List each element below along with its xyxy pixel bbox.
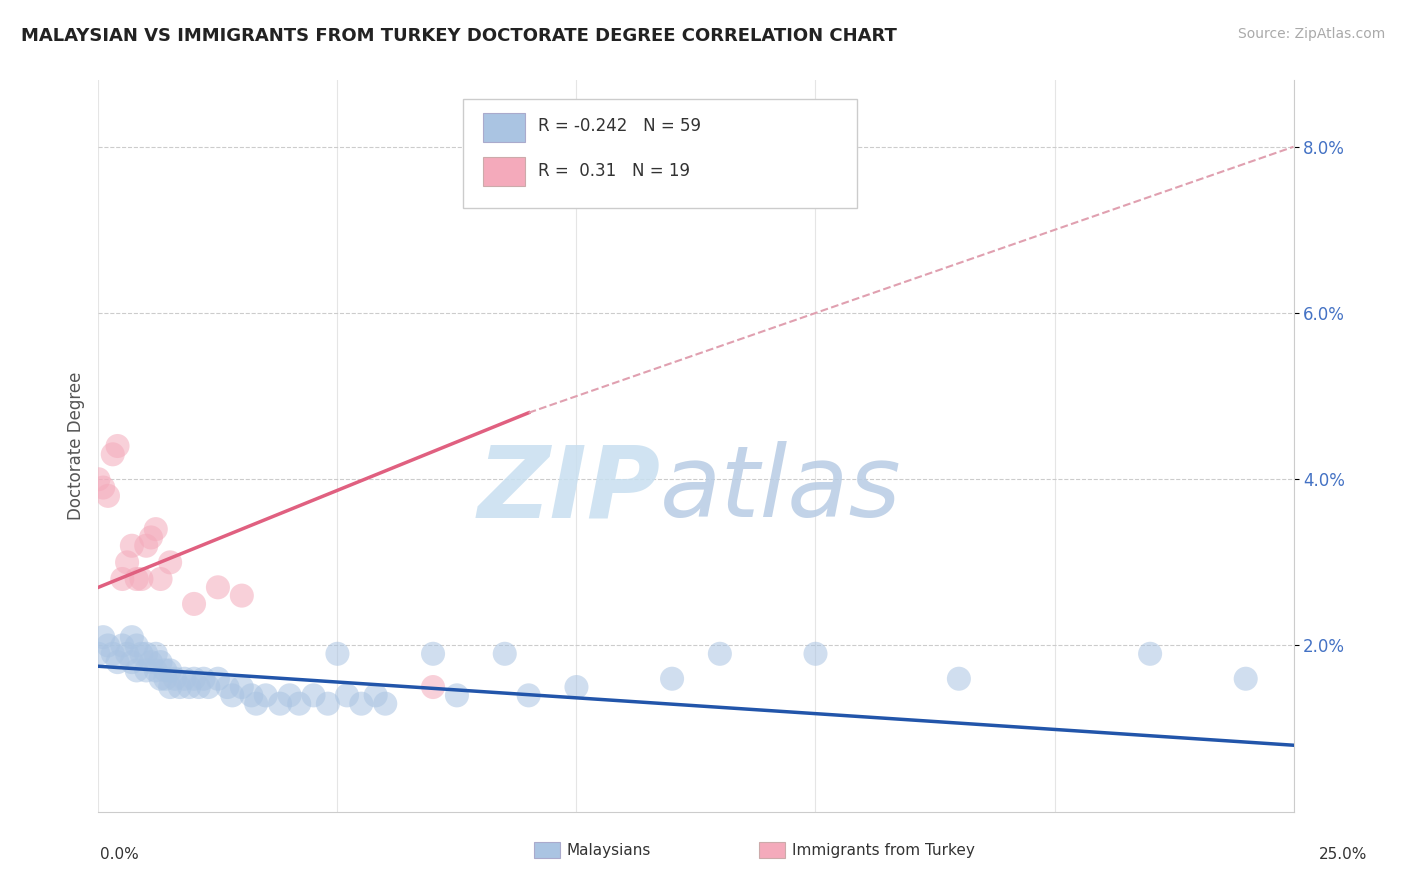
Point [155, 664, 177, 678]
Point [709, 647, 731, 661]
Point [87, 647, 110, 661]
Point [193, 672, 215, 686]
Point [125, 664, 148, 678]
Point [446, 689, 468, 703]
Point [217, 680, 239, 694]
Point [125, 572, 148, 586]
Point [661, 672, 683, 686]
Point [197, 680, 219, 694]
Point [179, 680, 201, 694]
Point [245, 697, 267, 711]
Point [97, 489, 120, 503]
Point [145, 522, 167, 536]
Bar [484, 113, 524, 143]
Point [115, 647, 138, 661]
Point [565, 680, 588, 694]
Point [111, 572, 134, 586]
Point [149, 572, 172, 586]
Point [183, 672, 205, 686]
Point [221, 689, 243, 703]
Point [97, 639, 120, 653]
Point [87, 472, 110, 486]
Point [183, 597, 205, 611]
Point [288, 697, 311, 711]
Point [121, 655, 143, 669]
Point [231, 680, 253, 694]
Text: Source: ZipAtlas.com: Source: ZipAtlas.com [1237, 27, 1385, 41]
Point [316, 697, 339, 711]
Point [125, 639, 148, 653]
Point [269, 697, 291, 711]
Text: 25.0%: 25.0% [1319, 847, 1367, 862]
Text: MALAYSIAN VS IMMIGRANTS FROM TURKEY DOCTORATE DEGREE CORRELATION CHART: MALAYSIAN VS IMMIGRANTS FROM TURKEY DOCT… [21, 27, 897, 45]
Point [139, 530, 162, 544]
Point [159, 664, 181, 678]
Y-axis label: Doctorate Degree: Doctorate Degree [66, 372, 84, 520]
Point [326, 647, 349, 661]
Point [207, 580, 229, 594]
Point [131, 647, 153, 661]
Point [207, 672, 229, 686]
Point [91, 630, 114, 644]
Point [149, 655, 172, 669]
Point [159, 680, 181, 694]
Point [115, 555, 138, 569]
Point [494, 647, 516, 661]
Point [135, 664, 157, 678]
Point [422, 647, 444, 661]
Bar [484, 157, 524, 186]
Point [948, 672, 970, 686]
Point [139, 655, 162, 669]
Point [111, 639, 134, 653]
Text: R = -0.242   N = 59: R = -0.242 N = 59 [538, 118, 702, 136]
FancyBboxPatch shape [463, 99, 858, 209]
Point [149, 672, 172, 686]
Point [804, 647, 827, 661]
Point [517, 689, 540, 703]
Point [231, 589, 253, 603]
Text: Malaysians: Malaysians [567, 843, 651, 857]
Text: Immigrants from Turkey: Immigrants from Turkey [792, 843, 974, 857]
Point [121, 630, 143, 644]
Text: ZIP: ZIP [477, 442, 661, 539]
Point [173, 672, 195, 686]
Point [145, 647, 167, 661]
Point [422, 680, 444, 694]
Point [240, 689, 263, 703]
Point [107, 439, 129, 453]
Point [278, 689, 301, 703]
Point [131, 572, 153, 586]
Point [159, 555, 181, 569]
Point [135, 539, 157, 553]
Point [254, 689, 277, 703]
Point [302, 689, 325, 703]
Point [91, 481, 114, 495]
Point [121, 539, 143, 553]
Point [101, 447, 124, 461]
Point [364, 689, 387, 703]
Point [155, 672, 177, 686]
Point [145, 664, 167, 678]
Text: 0.0%: 0.0% [100, 847, 139, 862]
Point [135, 647, 157, 661]
Point [187, 680, 209, 694]
Bar [759, 842, 785, 858]
Bar [534, 842, 560, 858]
Point [1139, 647, 1161, 661]
Point [1234, 672, 1257, 686]
Point [350, 697, 373, 711]
Text: R =  0.31   N = 19: R = 0.31 N = 19 [538, 162, 690, 180]
Text: atlas: atlas [661, 442, 901, 539]
Point [163, 672, 186, 686]
Point [101, 647, 124, 661]
Point [336, 689, 359, 703]
Point [374, 697, 396, 711]
Point [107, 655, 129, 669]
Point [169, 680, 191, 694]
